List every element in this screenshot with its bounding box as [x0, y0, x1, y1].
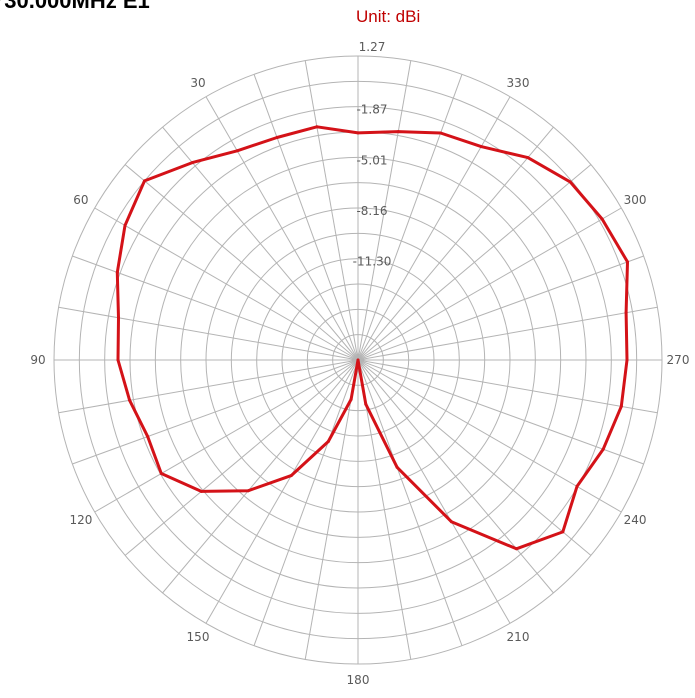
data-point	[246, 489, 250, 493]
angle-tick-label: 270	[667, 353, 690, 367]
data-point	[625, 358, 629, 362]
data-point	[526, 156, 530, 160]
angle-tick-label: 180	[347, 673, 370, 687]
angle-tick-labels: 30 60 90 120 150 180 210 240 270 300 330	[30, 76, 689, 687]
series-layer	[115, 125, 629, 551]
data-point	[395, 465, 399, 469]
data-point	[356, 358, 360, 362]
grid-spoke	[357, 96, 511, 361]
data-point	[626, 260, 629, 264]
grid-spoke	[357, 255, 644, 361]
data-point	[123, 224, 127, 227]
data-point	[449, 520, 453, 524]
data-point	[275, 136, 279, 139]
grid-spoke	[72, 255, 359, 361]
data-point	[600, 217, 604, 221]
data-point	[115, 270, 119, 274]
grid-spoke	[357, 207, 622, 361]
grid-spoke	[357, 359, 554, 594]
angle-tick-label: 120	[69, 513, 92, 527]
grid-spoke	[357, 74, 463, 361]
grid-spoke	[357, 359, 644, 465]
radial-tick-label: -1.87	[356, 103, 387, 117]
data-point	[143, 179, 146, 183]
data-point	[315, 125, 319, 129]
grid-spoke	[72, 359, 359, 465]
data-point	[561, 530, 565, 534]
data-point	[575, 484, 579, 488]
radial-tick-label: -5.01	[356, 153, 387, 167]
angle-tick-label: 240	[624, 513, 647, 527]
grid-spoke	[253, 74, 359, 361]
grid-spoke	[58, 359, 359, 414]
grid-spoke	[124, 359, 359, 556]
chart-title: 730.000MHz E1	[0, 0, 150, 13]
grid-spoke	[304, 359, 359, 660]
radial-tick-label: -8.16	[356, 204, 387, 218]
data-point	[146, 435, 150, 439]
data-point	[235, 149, 239, 153]
grid-spoke	[357, 126, 554, 361]
data-point	[356, 131, 360, 135]
grid-spoke	[253, 359, 359, 646]
data-point	[479, 145, 483, 149]
data-point	[199, 489, 203, 493]
data-point	[439, 131, 443, 135]
data-point	[514, 547, 518, 551]
angle-tick-label: 330	[507, 76, 530, 90]
data-point	[619, 404, 623, 408]
data-point	[601, 447, 605, 451]
grid-spoke	[205, 359, 359, 624]
data-point	[128, 398, 132, 402]
radial-tick-label: -11.30	[353, 255, 392, 269]
angle-tick-label: 210	[507, 630, 530, 644]
data-point	[349, 397, 353, 401]
data-point	[364, 402, 368, 406]
data-point	[159, 472, 163, 475]
grid-spoke	[357, 359, 592, 556]
grid-spoke	[94, 207, 359, 361]
angle-tick-label: 150	[187, 630, 210, 644]
grid-spoke	[357, 306, 658, 361]
data-point	[396, 130, 400, 134]
grid-spoke	[94, 359, 359, 513]
data-point	[116, 358, 120, 362]
grid-spoke	[357, 359, 658, 414]
grid-spoke	[304, 60, 359, 361]
data-point	[624, 311, 628, 315]
grid-spoke	[205, 96, 359, 361]
data-point	[326, 440, 330, 443]
angle-tick-label: 60	[73, 193, 88, 207]
angle-tick-label: 90	[30, 353, 45, 367]
data-point	[568, 180, 572, 184]
grid-spoke	[124, 164, 359, 361]
grid-spoke	[58, 306, 359, 361]
grid-spoke	[357, 60, 412, 361]
angle-tick-label: 30	[190, 76, 205, 90]
radial-tick-labels: 1.27 -1.87 -5.01 -8.16 -11.30	[353, 40, 392, 269]
grid-spoke	[357, 359, 463, 646]
grid-spoke	[357, 359, 511, 624]
grid-spoke	[162, 359, 359, 594]
data-point	[190, 161, 194, 165]
polar-grid	[53, 55, 663, 665]
grid-spoke	[357, 359, 412, 660]
data-point	[117, 316, 120, 320]
angle-tick-label: 300	[624, 193, 647, 207]
grid-spoke	[162, 126, 359, 361]
data-point	[289, 474, 293, 478]
grid-spoke	[357, 164, 592, 361]
radial-tick-label: 1.27	[359, 40, 386, 54]
unit-label: Unit: dBi	[356, 7, 421, 26]
